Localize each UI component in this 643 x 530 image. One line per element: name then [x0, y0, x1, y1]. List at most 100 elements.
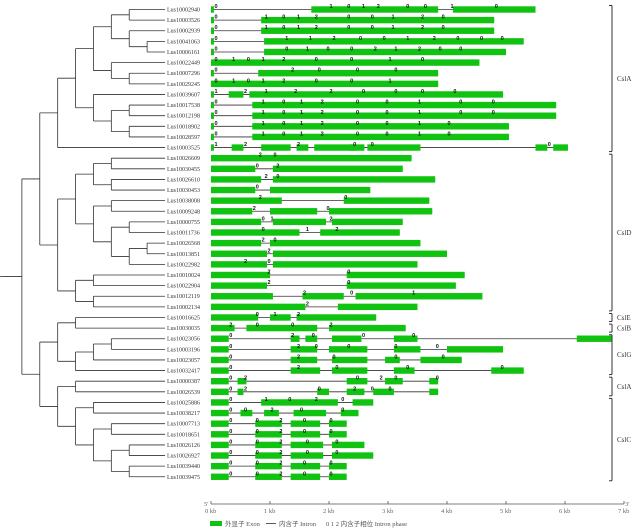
gene-label: Lus10026539 — [167, 390, 200, 396]
intron-phase-label: 2 — [315, 25, 318, 31]
intron-phase-label: 0 — [459, 46, 462, 52]
exon-block — [211, 229, 300, 236]
intron-phase-label: 1 — [262, 131, 265, 137]
gene-structure: 0 0 1 0 0 2 1 2 0 0 — [211, 46, 506, 56]
intron-phase-label: 0 — [406, 4, 409, 10]
exon-block — [452, 6, 536, 13]
intron-phase-label: 0 — [262, 227, 265, 233]
exon-block — [264, 409, 279, 417]
intron-phase-label: 0 — [335, 450, 338, 456]
intron-phase-label: 2 — [282, 57, 285, 63]
gene-label: Lus10011736 — [167, 231, 200, 237]
subfamily-label: CslB — [617, 325, 631, 333]
gene-label: Lus10000755 — [167, 220, 200, 226]
gene-structure: 0 0 2 0 0 — [211, 418, 347, 427]
intron-phase-label: 0 — [442, 15, 445, 21]
exon-block — [270, 239, 421, 247]
intron-phase-label: 2 — [271, 408, 274, 414]
exon-block — [255, 462, 282, 470]
exon-block — [211, 420, 229, 427]
exon-block — [346, 378, 368, 385]
subfamily-label: CslA — [617, 383, 631, 391]
gene-label: Lus10009248 — [167, 209, 200, 215]
intron-phase-label: 0 — [356, 376, 359, 382]
intron-phase-label: 0 — [341, 397, 344, 403]
exon-block — [211, 441, 229, 449]
exon-block — [385, 378, 403, 385]
intron-phase-label: 0 — [394, 89, 397, 95]
intron-phase-label: 0 — [256, 418, 259, 424]
intron-phase-label: 2 — [321, 100, 324, 106]
intron-phase-label: 1 — [300, 100, 303, 106]
intron-phase-label: 0 — [256, 185, 259, 191]
exon-block — [211, 80, 439, 88]
gene-label: Lus10016625 — [167, 315, 200, 321]
intron-phase-label: 0 — [327, 46, 330, 52]
exon-block — [329, 346, 368, 353]
intron-phase-label: 1 — [232, 78, 235, 84]
exon-block — [255, 431, 282, 438]
intron-phase-label: 1 — [418, 121, 421, 127]
exon-block — [329, 324, 406, 332]
intron-phase-label: 0 — [442, 354, 445, 360]
intron-phase-label: 1 — [297, 15, 300, 21]
gene-label: Lus10030455 — [167, 167, 200, 173]
intron-phase-label: 0 — [282, 25, 285, 31]
intron-phase-label: 1 — [389, 78, 392, 84]
gene-label: Lus10023056 — [167, 337, 200, 343]
exon-block — [270, 208, 318, 215]
exon-block — [211, 144, 214, 151]
gene-structure: 0 1 0 1 2 0 0 1 2 0 — [211, 15, 495, 24]
intron-phase-label: 0 — [256, 163, 259, 169]
intron-phase-label: 0 — [394, 376, 397, 382]
exon-block — [535, 144, 548, 151]
intron-phase-label: 2 — [335, 227, 338, 233]
exon-block — [211, 378, 229, 385]
intron-phase-label: 0 — [312, 333, 315, 339]
intron-phase-label: 0 — [548, 142, 551, 148]
exon-block — [261, 144, 291, 151]
subfamily-bracket: CslA — [609, 5, 631, 153]
intron-phase-label: 1 — [271, 216, 274, 222]
gene-label: Lus10012198 — [167, 114, 200, 120]
intron-phase-label: 1 — [265, 89, 268, 95]
gene-label: Lus10039607 — [167, 92, 200, 98]
axis-tick-label: 2 kb — [323, 508, 334, 515]
exon-block — [290, 452, 324, 459]
exon-block — [211, 399, 229, 406]
exon-block — [211, 197, 282, 204]
exon-block — [329, 473, 347, 480]
intron-phase-label: 2 — [332, 36, 335, 42]
intron-phase-label: 0 — [282, 121, 285, 127]
intron-phase-label: 0 — [335, 365, 338, 371]
exon-block — [211, 48, 214, 56]
scale-axis: 5' 3' 0 kb 1 kb 2 kb 3 kb 4 kb 5 kb 6 kb 7 kb — [204, 501, 629, 515]
gene-label: Lus10003525 — [167, 146, 200, 152]
intron-phase-label: 0 — [406, 365, 409, 371]
intron-phase-label: 0 — [350, 291, 353, 297]
intron-phase-label: 0 — [303, 461, 306, 467]
subfamily-bracket: CslC — [609, 397, 631, 482]
exon-block — [331, 367, 368, 374]
intron-phase-label: 0 — [356, 131, 359, 137]
exon-block — [272, 261, 418, 268]
exon-block — [340, 409, 359, 417]
exon-block — [420, 356, 462, 364]
exon-block — [249, 91, 504, 98]
exon-block — [211, 452, 229, 459]
intron-phase-label: 0 — [303, 418, 306, 424]
intron-phase-label: 0 — [389, 386, 392, 392]
intron-phase-label: 0 — [448, 131, 451, 137]
exon-block — [211, 91, 214, 98]
intron-phase-label: 0 — [256, 471, 259, 477]
exon-block — [237, 388, 244, 396]
intron-phase-label: 0 — [453, 89, 456, 95]
gene-structures: 0 1 0 1 2 0 0 1 00 1 0 1 2 0 0 1 2 00 1 0 1 2 0 0 1 2 00 1 1 2 0 0 1 2 0 0 0… — [211, 4, 613, 480]
intron-phase-label: 2 — [321, 131, 324, 137]
gene-structure: 0 — [211, 185, 371, 194]
exon-block — [211, 335, 229, 342]
intron-phase-label: 0 — [282, 100, 285, 106]
intron-phase-label: 2 — [353, 386, 356, 392]
